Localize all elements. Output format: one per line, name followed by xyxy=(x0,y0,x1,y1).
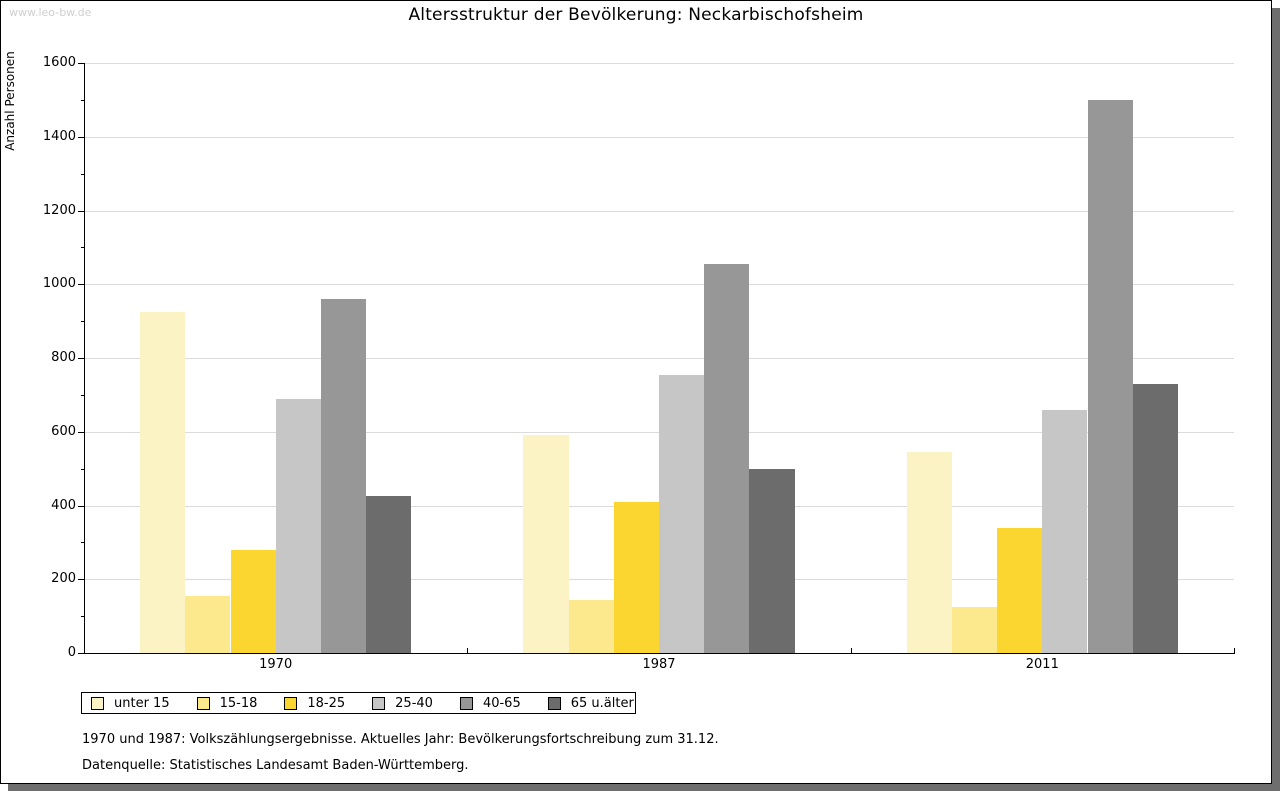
y-axis-major-tick xyxy=(78,284,84,286)
bar-2011-65-u.älter xyxy=(1132,383,1178,653)
y-axis-line xyxy=(84,63,85,654)
gridline xyxy=(84,358,1234,359)
legend-label: 18-25 xyxy=(307,695,346,711)
y-axis-label: Anzahl Personen xyxy=(3,51,17,151)
bar-1970-15-18 xyxy=(185,595,231,653)
x-axis-line xyxy=(84,653,1235,654)
bar-1987-40-65 xyxy=(704,264,750,653)
gridline xyxy=(84,63,1234,64)
y-axis-major-tick xyxy=(78,505,84,507)
bar-2011-18-25 xyxy=(997,527,1043,653)
x-axis-tick-label: 1970 xyxy=(259,657,293,672)
footnote-source: Datenquelle: Statistisches Landesamt Bad… xyxy=(82,758,469,773)
y-axis-tick-label: 1600 xyxy=(42,55,76,70)
x-axis-tick-label: 2011 xyxy=(1025,657,1059,672)
bar-1987-unter-15 xyxy=(523,435,569,653)
y-axis-tick-label: 1200 xyxy=(42,202,76,218)
bar-2011-unter-15 xyxy=(906,452,952,653)
legend-item: 40-65 xyxy=(459,695,521,711)
legend-item: 65 u.älter xyxy=(547,695,634,711)
legend-label: 15-18 xyxy=(219,695,258,711)
y-axis-tick-label: 0 xyxy=(67,645,76,660)
bar-1970-unter-15 xyxy=(140,311,186,653)
legend-swatch-icon xyxy=(196,696,210,710)
legend-swatch-icon xyxy=(91,696,104,710)
bar-1970-25-40 xyxy=(275,398,321,653)
y-axis-tick-label: 400 xyxy=(51,497,76,513)
chart-title: Altersstruktur der Bevölkerung: Neckarbi… xyxy=(408,5,864,25)
legend-swatch-icon xyxy=(284,696,298,710)
legend-label: 25-40 xyxy=(395,695,433,711)
y-axis-minor-tick xyxy=(81,616,84,618)
x-axis-tick xyxy=(467,648,469,653)
bar-1970-40-65 xyxy=(320,299,367,653)
legend-item: 18-25 xyxy=(284,696,345,711)
x-axis-tick-label: 1987 xyxy=(642,657,676,672)
gridline xyxy=(84,136,1234,138)
y-axis-minor-tick xyxy=(81,542,84,544)
y-axis-major-tick xyxy=(78,579,84,581)
y-axis-tick-label: 1400 xyxy=(42,128,76,144)
legend-label: 40-65 xyxy=(482,695,521,711)
y-axis-tick-label: 800 xyxy=(51,350,76,365)
gridline xyxy=(84,284,1234,286)
bar-2011-25-40 xyxy=(1042,409,1088,653)
y-axis-major-tick xyxy=(78,431,84,433)
bar-1970-18-25 xyxy=(230,549,276,654)
y-axis-major-tick xyxy=(78,63,84,64)
y-axis-major-tick xyxy=(78,653,84,654)
bar-1987-18-25 xyxy=(613,501,659,653)
legend: unter 15 15-18 18-25 25-40 40-65 65 u.älter xyxy=(81,692,636,714)
y-axis-tick-label: 600 xyxy=(51,423,76,439)
y-axis-minor-tick xyxy=(81,99,84,101)
footnote-method: 1970 und 1987: Volkszählungsergebnisse. … xyxy=(82,732,719,747)
y-axis-major-tick xyxy=(78,210,84,212)
bar-2011-15-18 xyxy=(951,606,998,653)
y-axis-minor-tick xyxy=(81,394,84,396)
bar-1987-65-u.älter xyxy=(749,468,795,653)
y-axis-minor-tick xyxy=(81,247,84,249)
bar-1987-25-40 xyxy=(659,374,705,653)
y-axis-minor-tick xyxy=(81,321,84,323)
x-axis-tick xyxy=(850,648,852,653)
y-axis-minor-tick xyxy=(81,468,84,470)
legend-item: 15-18 xyxy=(196,695,258,711)
y-axis-major-tick xyxy=(78,136,84,138)
legend-label: unter 15 xyxy=(114,695,170,711)
gridline xyxy=(84,210,1234,212)
y-axis-minor-tick xyxy=(81,173,84,175)
legend-swatch-icon xyxy=(372,696,386,710)
bar-1970-65-u.älter xyxy=(366,496,412,653)
legend-item: 25-40 xyxy=(372,696,433,711)
legend-item: unter 15 xyxy=(91,696,170,711)
y-axis-major-tick xyxy=(78,358,84,359)
bar-2011-40-65 xyxy=(1087,99,1133,653)
legend-swatch-icon xyxy=(459,696,473,710)
y-axis-tick-label: 200 xyxy=(51,571,76,587)
legend-label: 65 u.älter xyxy=(570,695,634,711)
watermark: www.leo-bw.de xyxy=(9,6,92,19)
y-axis-tick-label: 1000 xyxy=(42,276,76,292)
x-axis-tick xyxy=(1234,648,1235,653)
legend-swatch-icon xyxy=(547,696,561,710)
bar-1987-15-18 xyxy=(568,599,614,653)
